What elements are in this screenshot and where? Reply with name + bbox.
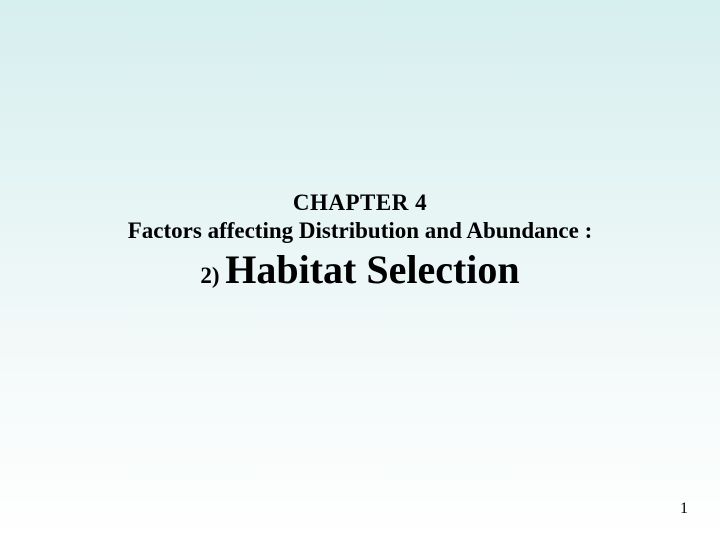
title-main-text: Habitat Selection [225,247,519,292]
main-title: 2) Habitat Selection [0,246,720,293]
chapter-heading: CHAPTER 4 [0,190,720,216]
subtitle-text: Factors affecting Distribution and Abund… [0,218,720,244]
page-number: 1 [680,500,688,518]
title-prefix: 2) [200,263,225,288]
slide-content: CHAPTER 4 Factors affecting Distribution… [0,190,720,293]
